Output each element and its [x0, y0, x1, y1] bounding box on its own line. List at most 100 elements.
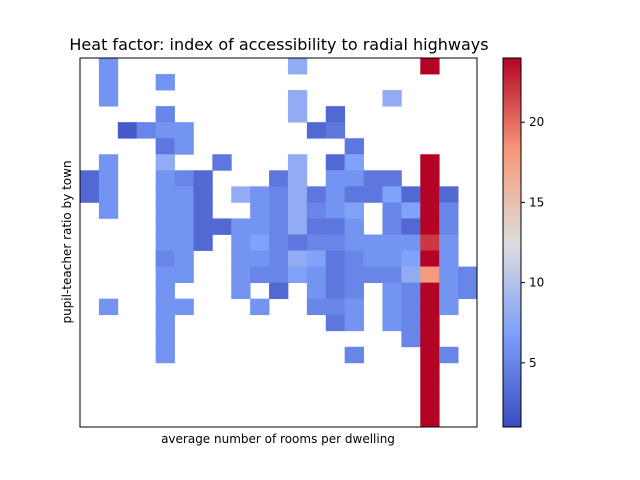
- heatmap-cell: [420, 250, 440, 267]
- heatmap-cell: [420, 186, 440, 203]
- heatmap-cell: [269, 186, 289, 203]
- heatmap-cell: [80, 170, 100, 187]
- colorbar-tick-label: 10: [529, 276, 544, 290]
- heatmap-cell: [420, 362, 440, 380]
- heatmap-cell: [306, 186, 327, 203]
- heatmap-cell: [401, 282, 421, 300]
- heatmap-cell: [174, 202, 194, 219]
- heatmap-cell: [269, 202, 289, 219]
- heatmap-cell: [287, 234, 308, 251]
- heatmap-cell: [231, 282, 251, 300]
- heatmap-cell: [98, 90, 119, 107]
- heatmap-cell: [98, 202, 119, 219]
- heatmap-cell: [458, 266, 478, 284]
- heatmap-cell: [231, 218, 251, 235]
- heatmap-cell: [401, 330, 421, 348]
- colorbar-tick-label: 5: [529, 356, 537, 370]
- heatmap-cell: [420, 58, 440, 75]
- heatmap-cell: [363, 266, 383, 284]
- heatmap-cell: [344, 234, 364, 251]
- heatmap-cell: [306, 218, 327, 235]
- heatmap-cell: [98, 74, 119, 91]
- heatmap-cell: [401, 234, 421, 251]
- heatmap-cell: [174, 266, 194, 284]
- heatmap-cell: [155, 106, 175, 123]
- heatmap-cell: [420, 218, 440, 235]
- heatmap-cell: [420, 266, 440, 284]
- heatmap-cell: [325, 314, 346, 332]
- heatmap-cell: [193, 218, 213, 235]
- heatmap-cell: [382, 186, 402, 203]
- colorbar-tick-label: 20: [529, 115, 544, 129]
- heatmap-cell: [250, 234, 270, 251]
- heatmap-cell: [344, 298, 364, 316]
- heatmap-cell: [363, 186, 383, 203]
- heatmap-cell: [193, 186, 213, 203]
- heatmap-cell: [420, 202, 440, 219]
- heatmap-cell: [382, 282, 402, 300]
- heatmap-cell: [98, 170, 119, 187]
- heatmap-cell: [344, 250, 364, 267]
- heatmap-cell: [250, 298, 270, 316]
- colorbar-tick-label: 15: [529, 195, 544, 209]
- heatmap-cell: [344, 314, 364, 332]
- heatmap-cells: [80, 58, 478, 428]
- heatmap-cell: [439, 266, 459, 284]
- heatmap-cell: [212, 154, 232, 171]
- heatmap-cell: [325, 202, 346, 219]
- heatmap-cell: [287, 170, 308, 187]
- heatmap-cell: [306, 250, 327, 267]
- heatmap-cell: [420, 314, 440, 332]
- heatmap-cell: [363, 170, 383, 187]
- heatmap-cell: [325, 106, 346, 123]
- heatmap-cell: [174, 250, 194, 267]
- heatmap-cell: [325, 298, 346, 316]
- heatmap-cell: [439, 250, 459, 267]
- heatmap-cell: [287, 266, 308, 284]
- heatmap-cell: [98, 58, 119, 75]
- chart-title: Heat factor: index of accessibility to r…: [69, 35, 488, 54]
- heatmap-cell: [306, 122, 327, 139]
- heatmap-cell: [420, 282, 440, 300]
- heatmap-cell: [250, 202, 270, 219]
- heatmap-cell: [344, 154, 364, 171]
- heatmap-cell: [306, 234, 327, 251]
- heatmap-cell: [401, 314, 421, 332]
- heatmap-cell: [382, 298, 402, 316]
- heatmap-cell: [287, 186, 308, 203]
- heatmap-cell: [325, 234, 346, 251]
- heatmap-cell: [401, 298, 421, 316]
- heatmap-cell: [174, 218, 194, 235]
- heatmap-cell: [287, 106, 308, 123]
- heatmap-cell: [155, 170, 175, 187]
- heatmap-cell: [382, 90, 402, 107]
- heatmap-cell: [344, 138, 364, 155]
- heatmap-cell: [382, 266, 402, 284]
- heatmap-cell: [98, 298, 119, 316]
- heatmap-cell: [325, 154, 346, 171]
- heatmap-cell: [269, 282, 289, 300]
- heatmap-cell: [401, 266, 421, 284]
- heatmap-cell: [155, 186, 175, 203]
- heatmap-cell: [155, 314, 175, 332]
- heatmap-cell: [325, 122, 346, 139]
- heatmap-cell: [174, 170, 194, 187]
- heatmap-cell: [193, 202, 213, 219]
- heatmap-cell: [287, 90, 308, 107]
- heatmap-cell: [420, 170, 440, 187]
- heatmap-cell: [117, 122, 138, 139]
- heatmap-cell: [325, 250, 346, 267]
- heatmap-cell: [420, 234, 440, 251]
- heatmap-cell: [155, 122, 175, 139]
- heatmap-cell: [155, 218, 175, 235]
- heatmap-cell: [155, 282, 175, 300]
- heatmap-cell: [325, 266, 346, 284]
- heatmap-cell: [287, 154, 308, 171]
- heatmap-cell: [382, 314, 402, 332]
- heatmap-cell: [174, 234, 194, 251]
- heatmap-cell: [174, 298, 194, 316]
- heatmap-cell: [344, 346, 364, 364]
- heatmap-cell: [287, 58, 308, 75]
- heatmap-cell: [250, 250, 270, 267]
- heatmap-cell: [269, 218, 289, 235]
